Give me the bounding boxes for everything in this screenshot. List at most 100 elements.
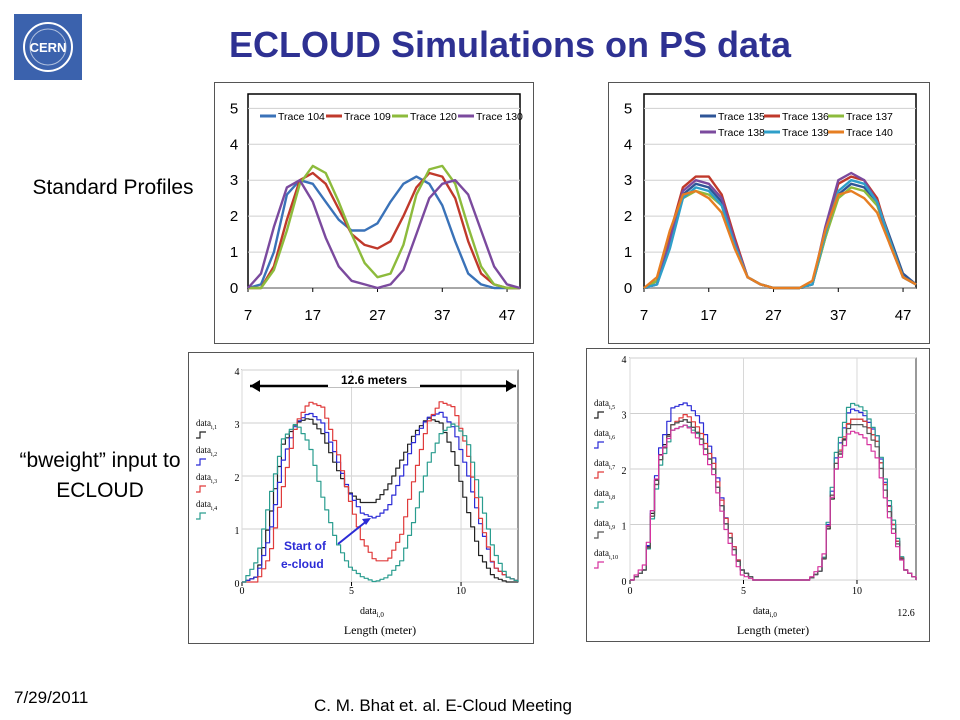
chart-bweight-right: 0 1 2 3 4 0 5 10 12.6 datai,5 datai,6 datai,7 datai,…	[586, 348, 930, 642]
x-axis-variable: datai,0	[753, 606, 777, 619]
y-tick-label: 3	[624, 172, 632, 189]
chart-standard-profiles-right: 0 1 2 3 4 5 7 17 27 37 47 Trace 135 Trace 136 Trace 1…	[608, 82, 930, 344]
footer-date: 7/29/2011	[14, 688, 89, 707]
x-tick-label: 5	[349, 586, 354, 597]
legend-label: datai,4	[196, 499, 217, 512]
y-tick-label: 0	[622, 577, 627, 588]
label-bweight-input: “bweight” input to ECLOUD	[0, 446, 200, 506]
series-line-2	[242, 411, 519, 583]
series-line-2	[248, 171, 520, 290]
x-tick-label: 27	[369, 307, 386, 324]
y-tick-label: 3	[622, 411, 627, 422]
legend-swatch	[196, 458, 206, 466]
x-axis-variable: datai,0	[360, 606, 384, 619]
y-tick-label: 3	[230, 172, 238, 189]
y-tick-label: 1	[622, 522, 627, 533]
y-tick-label: 2	[235, 473, 240, 484]
y-tick-label: 4	[230, 136, 238, 153]
y-tick-label: 3	[235, 420, 240, 431]
series-line-3	[242, 401, 519, 583]
x-tick-label: 10	[852, 586, 862, 597]
x-tick-label: 47	[499, 307, 516, 324]
x-axis-label: Length (meter)	[344, 623, 416, 637]
cern-logo-text: CERN	[30, 40, 67, 55]
y-tick-label: 4	[622, 355, 627, 366]
ecloud-arrow-head	[362, 518, 371, 525]
ecloud-label-line2: e-cloud	[281, 557, 324, 571]
chart-bweight-left: 0 1 2 3 4 0 5 10 datai,1 datai,2 datai,3 datai,4 dat…	[188, 352, 534, 644]
y-tick-label: 1	[624, 244, 632, 261]
legend-swatch	[594, 441, 604, 449]
x-tick-label-extra: 12.6	[897, 608, 915, 619]
y-tick-label: 4	[624, 136, 632, 153]
series-line-6	[643, 189, 917, 290]
y-tick-label: 2	[230, 208, 238, 225]
x-tick-label: 27	[765, 307, 782, 324]
legend-swatch	[594, 411, 604, 419]
legend-label: datai,5	[594, 398, 615, 411]
y-tick-label: 0	[624, 280, 632, 297]
legend-swatch	[594, 501, 604, 509]
legend-label: Trace 109	[344, 111, 391, 123]
series-line-1	[247, 175, 520, 290]
legend-swatch	[594, 471, 604, 479]
x-tick-label: 5	[741, 586, 746, 597]
legend-label: Trace 104	[278, 111, 325, 123]
legend-label: datai,10	[594, 548, 618, 561]
y-tick-label: 2	[622, 466, 627, 477]
y-tick-label: 1	[235, 526, 240, 537]
y-tick-label: 1	[230, 244, 238, 261]
legend-swatch	[594, 561, 604, 569]
x-tick-label: 0	[240, 586, 245, 597]
legend-label: datai,9	[594, 518, 615, 531]
legend-swatch	[594, 531, 604, 539]
x-tick-label: 17	[700, 307, 717, 324]
chart-standard-profiles-left: 0 1 2 3 4 5 7 17 27 37 47 Trace 104 Trace 109 Trace 1…	[214, 82, 534, 344]
span-label-bg	[328, 373, 420, 387]
legend-label: Trace 130	[476, 111, 523, 123]
series-line-3	[248, 164, 520, 290]
legend-swatch	[196, 485, 206, 493]
span-label: 12.6 meters	[341, 373, 407, 387]
y-tick-label: 4	[235, 367, 240, 378]
y-tick-label: 2	[624, 208, 632, 225]
footer-credit: C. M. Bhat et. al. E-Cloud Meeting	[314, 696, 572, 715]
cern-logo: CERN	[14, 14, 82, 80]
ecloud-label-line1: Start of	[284, 539, 327, 553]
legend-label: datai,8	[594, 488, 615, 501]
x-tick-label: 17	[304, 307, 321, 324]
legend-label: datai,2	[196, 445, 217, 458]
label-standard-profiles: Standard Profiles	[32, 176, 194, 199]
legend-label: datai,3	[196, 472, 217, 485]
legend-label: Trace 136	[782, 111, 829, 123]
chart-frame	[586, 348, 930, 642]
legend-label: datai,1	[196, 418, 217, 431]
x-axis-label: Length (meter)	[737, 623, 809, 637]
chart-frame	[188, 352, 534, 644]
ecloud-arrow-line	[337, 519, 369, 545]
x-tick-label: 7	[640, 307, 648, 324]
chart-frame	[214, 82, 534, 344]
series-line-6	[630, 424, 917, 581]
x-tick-label: 47	[895, 307, 912, 324]
x-tick-label: 0	[628, 586, 633, 597]
y-tick-label: 0	[235, 579, 240, 590]
legend-label: Trace 120	[410, 111, 457, 123]
label-bweight-line2: ECLOUD	[56, 479, 144, 502]
series-line-4	[247, 179, 521, 290]
label-bweight-line1: “bweight” input to	[19, 449, 181, 472]
y-tick-label: 5	[624, 100, 632, 117]
legend-label: Trace 139	[782, 127, 829, 139]
legend-label: Trace 137	[846, 111, 893, 123]
legend-label: Trace 135	[718, 111, 765, 123]
span-arrow-left-head	[250, 380, 260, 392]
x-tick-label: 37	[434, 307, 451, 324]
legend-label: Trace 140	[846, 127, 893, 139]
span-arrow-right-head	[506, 380, 516, 392]
legend-label: Trace 138	[718, 127, 765, 139]
x-tick-label: 10	[456, 586, 466, 597]
slide-title: ECLOUD Simulations on PS data	[228, 24, 792, 65]
legend-label: datai,7	[594, 458, 615, 471]
x-tick-label: 7	[244, 307, 252, 324]
y-tick-label: 0	[230, 280, 238, 297]
